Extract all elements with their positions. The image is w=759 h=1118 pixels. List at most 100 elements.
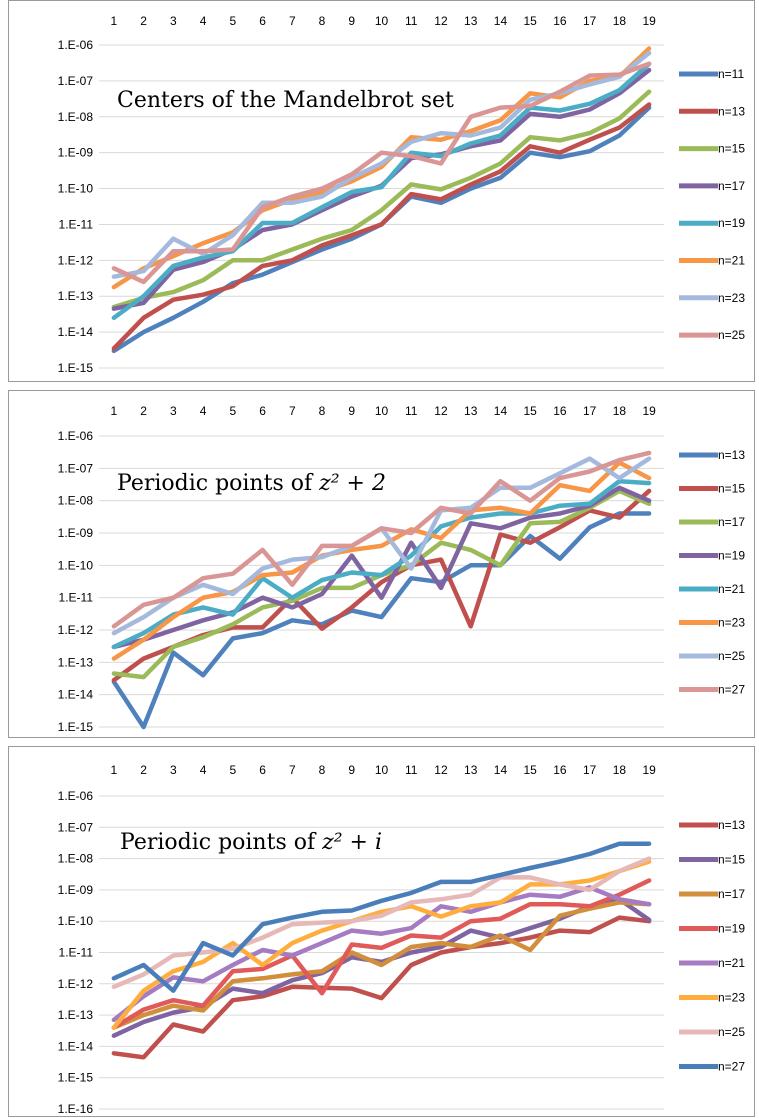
chart-panel-z2-plus-2: 1.E-06 1.E-07 1.E-08 1.E-09 1.E-10 1.E-11 1.E-… [8,390,755,738]
y-tick-label: 1.E-09 [58,146,94,160]
x-tick-label: 7 [289,404,296,418]
y-tick-label: 1.E-10 [58,182,94,196]
x-tick-label: 6 [259,14,266,28]
legend-label: n=21 [718,254,745,268]
x-tick-label: 18 [613,763,627,777]
y-tick-label: 1.E-12 [58,623,94,637]
x-tick-label: 1 [111,404,118,418]
x-tick-label: 19 [642,14,656,28]
x-tick-label: 17 [583,404,597,418]
y-tick-label: 1.E-14 [58,1039,94,1053]
chart-panel-mandelbrot-centers: 1.E-06 1.E-07 1.E-08 1.E-09 1.E-10 1.E-11 1.E-… [8,0,755,382]
legend-label: n=17 [718,515,745,529]
x-tick-label: 5 [229,763,236,777]
y-tick-label: 1.E-16 [58,1102,94,1116]
x-tick-label: 11 [405,763,418,777]
series-line-n-21 [111,46,652,290]
chart-title: Periodic points of z² + i [120,830,382,855]
legend-label: n=27 [718,1060,745,1074]
x-tick-label: 10 [375,404,389,418]
x-tick-label: 9 [348,763,355,777]
series-line-n-13 [111,102,652,351]
legend-label: n=19 [718,922,745,936]
x-tick-label: 2 [140,763,147,777]
series-line-n-21 [111,885,652,1023]
legend-label: n=23 [718,616,745,630]
legend-label: n=11 [718,67,744,81]
x-tick-label: 4 [200,14,207,28]
y-tick-label: 1.E-10 [58,558,94,572]
x-tick-label: 13 [464,404,478,418]
legend-label: n=23 [718,291,745,305]
legend-label: n=19 [718,549,745,563]
legend-label: n=27 [718,683,745,697]
x-tick-label: 3 [170,14,177,28]
x-tick-label: 10 [375,763,389,777]
y-tick-label: 1.E-14 [58,325,94,339]
x-tick-label: 16 [553,14,567,28]
y-tick-label: 1.E-07 [58,820,94,834]
legend-label: n=21 [718,582,745,596]
x-tick-label: 17 [583,763,597,777]
y-tick-label: 1.E-13 [58,655,94,669]
legend-label: n=15 [718,142,745,156]
y-tick-label: 1.E-08 [58,852,94,866]
y-tick-label: 1.E-13 [58,289,94,303]
chart-svg-1: 1.E-06 1.E-07 1.E-08 1.E-09 1.E-10 1.E-11 1.E-… [58,14,746,375]
series-line-n-19 [111,878,652,1030]
y-tick-label: 1.E-13 [58,1008,94,1022]
legend-label: n=17 [718,887,745,901]
series-line-n-13 [111,511,652,730]
x-tick-label: 9 [348,404,355,418]
x-tick-label: 14 [494,14,508,28]
y-tick-label: 1.E-12 [58,253,94,267]
y-tick-label: 1.E-09 [58,526,94,540]
chart-svg-3: 1.E-06 1.E-07 1.E-08 1.E-09 1.E-10 1.E-11 1.E-… [58,763,746,1116]
x-tick-label: 12 [434,14,448,28]
x-tick-label: 8 [319,763,326,777]
series-line-n-21 [111,478,652,650]
legend-label: n=25 [718,649,745,663]
series-line-n-17 [111,900,652,1030]
x-tick-label: 4 [200,763,207,777]
chart-title: Centers of the Mandelbrot set [117,88,454,113]
series-line-n-27 [111,450,652,629]
x-tick-label: 18 [613,14,627,28]
legend-label: n=13 [718,104,745,118]
x-tick-label: 5 [229,14,236,28]
x-tick-label: 17 [583,14,597,28]
x-tick-label: 2 [140,404,147,418]
y-tick-label: 1.E-15 [58,361,94,375]
legend-label: n=17 [718,179,745,193]
y-tick-label: 1.E-11 [59,217,94,231]
legend-label: n=15 [718,482,745,496]
series-line-n-15 [111,89,652,310]
x-tick-label: 16 [553,763,567,777]
x-tick-label: 19 [642,763,656,777]
legend-label: n=21 [718,956,745,970]
y-tick-label: 1.E-08 [58,494,94,508]
chart-title: Periodic points of z² + 2 [117,471,386,496]
y-tick-label: 1.E-06 [58,38,94,52]
legend-label: n=23 [718,991,745,1005]
x-tick-label: 2 [140,14,147,28]
x-tick-label: 13 [464,14,478,28]
y-tick-label: 1.E-11 [59,591,94,605]
legend-label: n=15 [718,853,745,867]
series-line-n-11 [111,105,652,354]
y-tick-label: 1.E-11 [59,946,94,960]
y-tick-label: 1.E-07 [58,461,94,475]
x-tick-label: 3 [170,763,177,777]
x-tick-label: 15 [524,14,538,28]
x-tick-label: 14 [494,404,508,418]
series-line-n-23 [111,460,652,661]
x-tick-label: 1 [111,763,118,777]
series-line-n-27 [111,841,652,993]
x-tick-label: 19 [642,404,656,418]
series-line-n-19 [111,61,652,321]
x-tick-label: 13 [464,763,478,777]
series-line-n-25 [111,856,652,990]
x-tick-label: 12 [434,404,448,418]
x-tick-label: 6 [259,763,266,777]
x-tick-label: 11 [405,14,418,28]
